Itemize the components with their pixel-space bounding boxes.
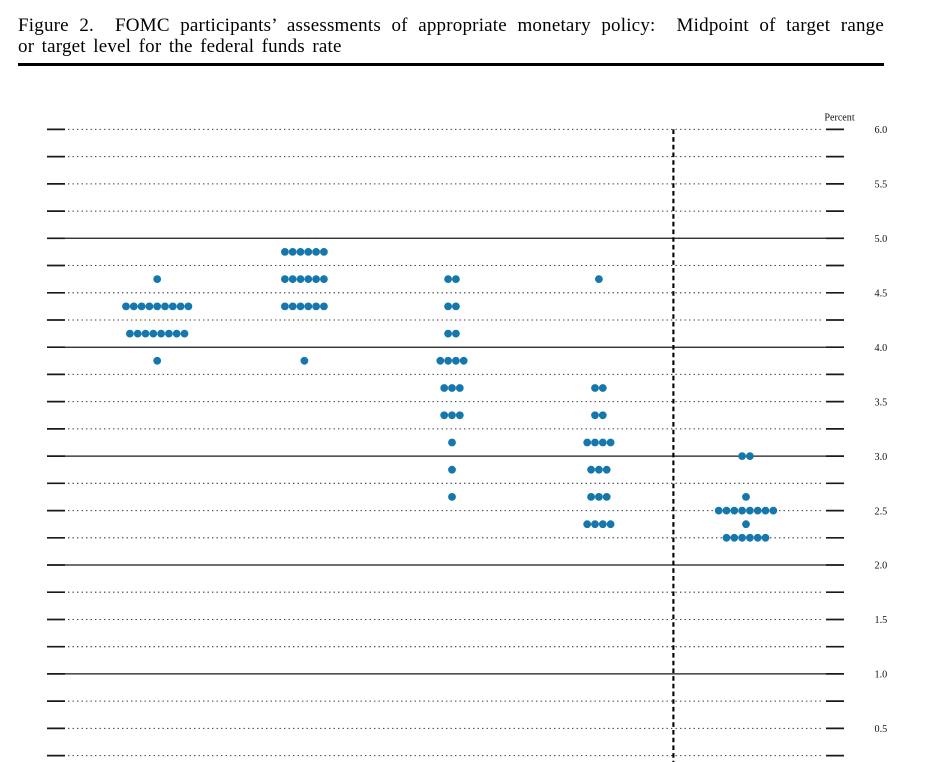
svg-text:2.5: 2.5 (875, 506, 888, 517)
svg-text:3.5: 3.5 (875, 397, 888, 408)
svg-text:1.0: 1.0 (875, 670, 888, 681)
svg-text:4.5: 4.5 (875, 288, 888, 299)
svg-text:5.0: 5.0 (875, 234, 888, 245)
svg-text:0.5: 0.5 (875, 724, 888, 735)
svg-text:6.0: 6.0 (875, 125, 888, 136)
svg-text:1.5: 1.5 (875, 615, 888, 626)
svg-text:4.0: 4.0 (875, 343, 888, 354)
svg-text:Percent: Percent (824, 112, 854, 123)
svg-text:3.0: 3.0 (875, 452, 888, 463)
svg-text:2.0: 2.0 (875, 561, 888, 572)
svg-text:5.5: 5.5 (875, 180, 888, 191)
